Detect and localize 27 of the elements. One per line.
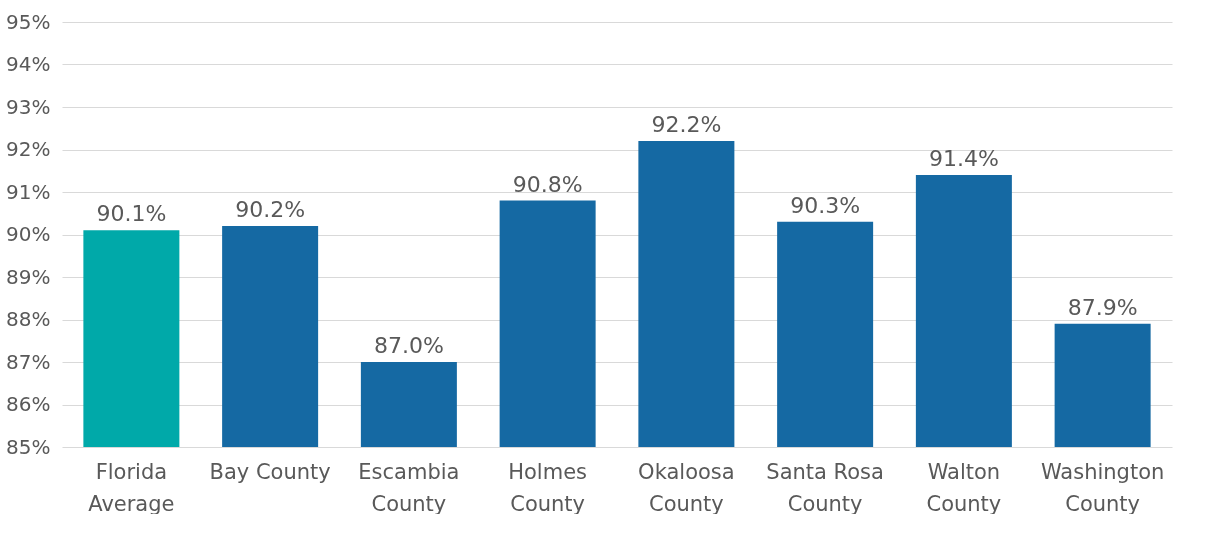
y-tick-label: 85% bbox=[6, 434, 51, 459]
y-tick-label: 87% bbox=[6, 349, 51, 374]
x-tick-label: Washington County bbox=[1040, 459, 1165, 516]
y-tick-label: 92% bbox=[6, 137, 51, 161]
data-label: 91.4% bbox=[928, 146, 999, 171]
y-tick-label: 89% bbox=[6, 264, 51, 289]
y-tick-label: 95% bbox=[6, 9, 51, 34]
x-tick-label: Bay County bbox=[209, 459, 331, 484]
x-tick-label: Holmes County bbox=[508, 459, 588, 516]
data-label: 90.1% bbox=[96, 201, 167, 227]
data-label: 87.9% bbox=[1067, 294, 1138, 320]
data-label: 92.2% bbox=[651, 112, 722, 137]
x-tick-label: Escambia County bbox=[358, 459, 460, 516]
data-label: 90.8% bbox=[512, 171, 583, 197]
y-tick-label: 90% bbox=[6, 222, 51, 246]
data-label: 90.2% bbox=[235, 197, 306, 222]
y-tick-label: 88% bbox=[6, 307, 51, 331]
y-tick-label: 93% bbox=[6, 94, 51, 119]
x-tick-label: Florida Average bbox=[88, 459, 175, 516]
y-tick-label: 91% bbox=[6, 179, 51, 204]
y-tick-label: 94% bbox=[6, 52, 51, 76]
y-tick-label: 86% bbox=[6, 392, 51, 416]
data-label: 87.0% bbox=[373, 333, 444, 358]
data-label: 90.3% bbox=[790, 192, 861, 218]
x-tick-label: Walton County bbox=[926, 459, 1002, 516]
x-tick-label: Okaloosa County bbox=[638, 459, 735, 516]
x-tick-label: Santa Rosa County bbox=[766, 459, 884, 516]
